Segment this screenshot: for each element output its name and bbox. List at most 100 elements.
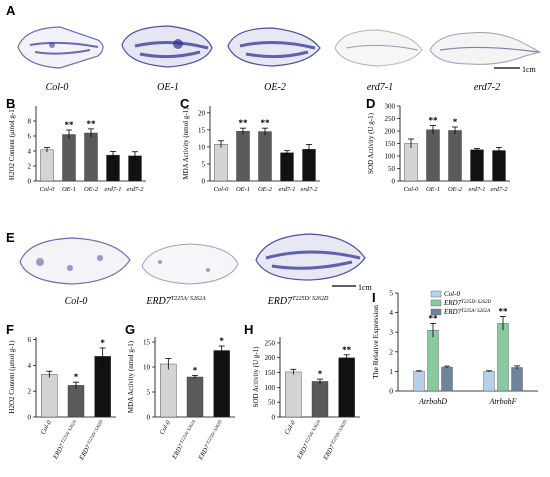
label-erd7-2: erd7-2 — [474, 82, 500, 93]
significance-mark: ** — [429, 313, 439, 323]
bar — [470, 149, 484, 182]
label-oe-2: OE-2 — [264, 82, 286, 93]
category-label: OE-2 — [448, 186, 463, 193]
svg-text:1cm: 1cm — [522, 65, 537, 74]
leaf-image-e-t225d — [255, 233, 366, 281]
scale-bar-a: 1cm — [494, 65, 537, 74]
category-label: Col-0 — [404, 186, 420, 193]
y-tick-label: 6 — [28, 133, 32, 141]
leaf-image-oe-2 — [227, 27, 321, 67]
significance-mark: ** — [65, 120, 75, 130]
y-axis-label: H2O2 Content (μmol g-1) — [8, 106, 16, 180]
y-tick-label: 150 — [265, 369, 276, 377]
bar — [106, 154, 120, 182]
category-label: Col-0 — [40, 419, 54, 436]
legend-label: Col-0 — [444, 290, 460, 298]
y-tick-label: 2 — [28, 163, 32, 171]
y-tick-label: 10 — [198, 143, 206, 151]
category-label: OE-1 — [236, 186, 250, 193]
panel-letter-b: B — [6, 96, 15, 111]
category-label: Col-0 — [40, 186, 56, 193]
bar — [441, 366, 453, 392]
significance-mark: * — [219, 336, 224, 346]
leaf-image-erd7-1 — [334, 29, 423, 67]
panel-letter-h: H — [244, 322, 253, 337]
chart-c-mda: 0 5 10 15 20 MDA Activity (nmol g-1) Col-0 ** OE… — [182, 106, 320, 193]
y-tick-label: 250 — [265, 339, 276, 347]
y-tick-label: 0 — [202, 178, 206, 186]
y-axis-label: SOD Activity (U g-1) — [252, 346, 260, 408]
bar — [236, 131, 250, 182]
y-tick-label: 5 — [389, 289, 393, 298]
significance-mark: * — [193, 366, 198, 376]
leaf-image-e-t225a — [141, 243, 239, 285]
bar — [426, 129, 440, 182]
category-label: erd7-2 — [126, 186, 144, 193]
bar — [511, 367, 523, 392]
category-label: OE-2 — [258, 186, 273, 193]
chart-g-mda: 0 5 10 15 MDA Activity (nmol g-1) Col-0 * ERD7 … — [127, 336, 235, 462]
bar — [311, 381, 329, 418]
category-label: ERD7 T225A/ S262A — [295, 419, 324, 461]
bar — [40, 149, 54, 182]
panel-letter-e: E — [6, 230, 15, 245]
chart-b-h2o2: 0 2 4 6 8 H2O2 Content (μmol g-1) Col-0 ** OE-1 *… — [8, 106, 146, 193]
panel-e-labels: Col-0 ERD7T225A/ S262A ERD7T225D/ S262D — [65, 296, 329, 307]
y-axis-label: The Relative Expression — [371, 305, 380, 379]
bar — [492, 150, 506, 182]
y-tick-label: 200 — [385, 128, 396, 136]
category-label: erd7-1 — [104, 186, 121, 193]
bar — [186, 376, 204, 418]
chart-i-relative-expression: 0 1 2 3 4 5 The Relative Expression ** AtrbohD **… — [371, 289, 538, 406]
scale-bar-e: 1cm — [332, 283, 373, 292]
category-label: Col-0 — [159, 419, 173, 436]
svg-text:1cm: 1cm — [358, 283, 373, 292]
category-label: AtrbohF — [488, 397, 516, 406]
bar — [160, 363, 177, 418]
category-label: erd7-1 — [468, 186, 485, 193]
significance-mark: ** — [429, 116, 439, 126]
y-tick-label: 150 — [385, 140, 396, 148]
significance-mark: * — [453, 117, 458, 127]
chart-h-sod: 0 50 100 150 200 250 SOD Activity (U g-1) Col-0… — [252, 337, 360, 462]
significance-mark: ** — [261, 118, 271, 128]
chart-f-h2o2: 0 2 4 6 H2O2 Content (μmol g-1) Col-0 * ERD7 T2… — [8, 336, 116, 462]
y-tick-label: 50 — [268, 399, 276, 407]
legend-label: ERD7T225D/ S262D — [443, 299, 492, 307]
y-tick-label: 5 — [147, 389, 151, 397]
label-e-t225d: ERD7T225D/ S262D — [267, 296, 329, 307]
bar — [427, 330, 439, 392]
y-tick-label: 0 — [28, 414, 32, 422]
y-tick-label: 4 — [28, 362, 32, 370]
panel-letter-a: A — [6, 3, 16, 18]
bar — [483, 371, 495, 392]
y-tick-label: 0 — [389, 387, 393, 396]
y-tick-label: 4 — [28, 148, 32, 156]
leaf-image-strip-a — [17, 25, 542, 69]
category-label: Col-0 — [284, 419, 298, 436]
y-tick-label: 0 — [392, 178, 396, 186]
label-col-0: Col-0 — [46, 82, 69, 93]
significance-mark: * — [100, 338, 105, 348]
y-axis-label: SOD Activity (U g-1) — [367, 112, 375, 174]
significance-mark: * — [74, 372, 79, 382]
panel-letter-d: D — [366, 96, 375, 111]
category-label: erd7-2 — [490, 186, 508, 193]
category-label: ERD7 T225D/ S262D — [77, 418, 107, 462]
y-tick-label: 4 — [389, 308, 393, 317]
bar — [94, 356, 111, 418]
bar — [62, 134, 76, 182]
panel-a-labels: Col-0 OE-1 OE-2 erd7-1 erd7-2 — [46, 82, 501, 93]
y-tick-label: 2 — [28, 388, 32, 396]
category-label: OE-1 — [426, 186, 440, 193]
y-tick-label: 0 — [147, 414, 151, 422]
bar — [338, 357, 355, 418]
label-erd7-1: erd7-1 — [367, 82, 393, 93]
legend-swatch — [430, 308, 442, 316]
category-label: Col-0 — [214, 186, 230, 193]
y-tick-label: 300 — [385, 103, 396, 111]
category-label: ERD7 T225A/ S262A — [170, 419, 199, 461]
y-tick-label: 15 — [198, 126, 206, 134]
label-e-t225a: ERD7T225A/ S262A — [145, 296, 206, 307]
